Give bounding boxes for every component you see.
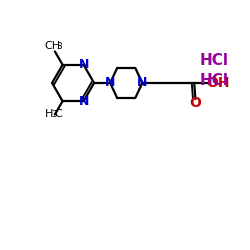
Text: OH: OH <box>206 76 230 90</box>
Text: HCl: HCl <box>200 73 228 88</box>
Text: 3: 3 <box>51 110 57 119</box>
Text: N: N <box>79 58 89 71</box>
Text: O: O <box>190 96 202 110</box>
Text: C: C <box>55 110 62 120</box>
Text: HCl: HCl <box>200 53 228 68</box>
Text: H: H <box>45 110 54 120</box>
Text: N: N <box>137 76 147 90</box>
Text: N: N <box>105 76 115 90</box>
Text: CH: CH <box>45 41 61 51</box>
Text: 3: 3 <box>56 42 62 50</box>
Text: N: N <box>79 95 89 108</box>
